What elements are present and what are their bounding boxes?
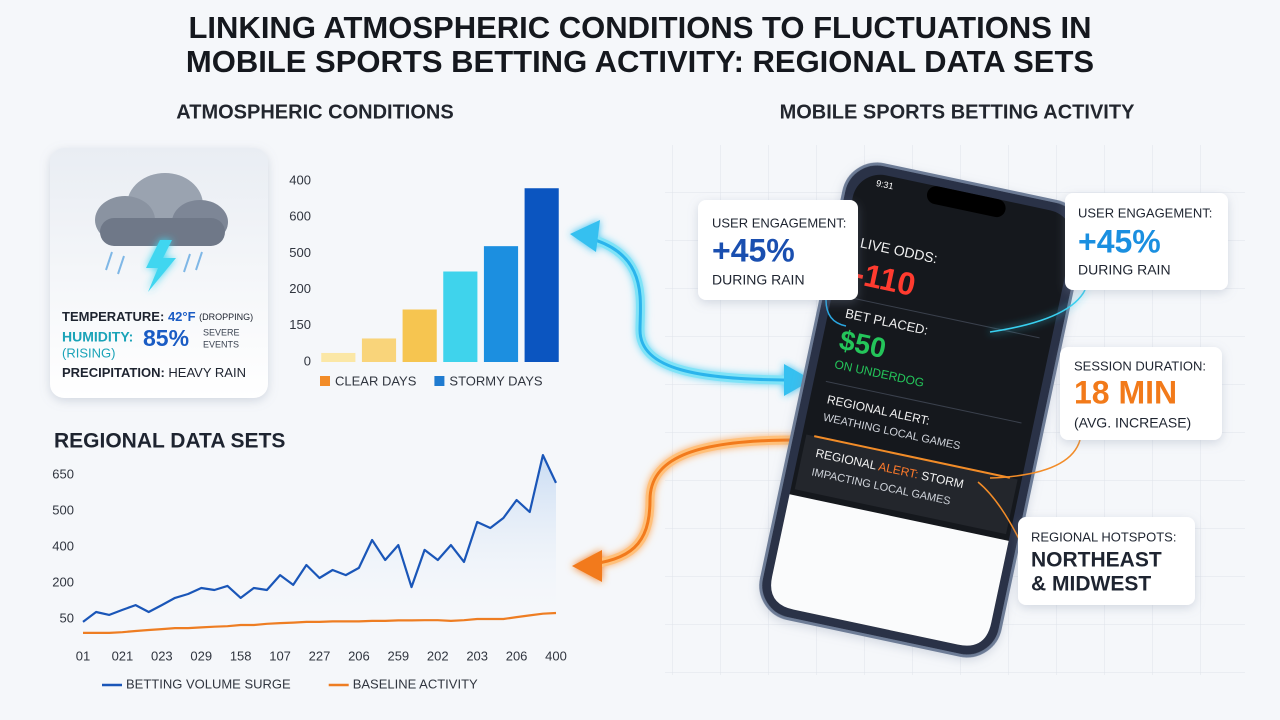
weather-line: PRECIPITATION: HEAVY RAIN	[62, 365, 246, 380]
callout-value: 18 MIN	[1074, 374, 1177, 410]
callout-label: USER ENGAGEMENT:	[712, 215, 846, 230]
callout-note: (AVG. INCREASE)	[1074, 415, 1191, 431]
screen-blank	[771, 494, 1009, 646]
storm-icon	[95, 173, 228, 292]
bar	[321, 352, 356, 362]
callout-card	[1065, 193, 1228, 290]
y-tick-label: 50	[60, 610, 74, 625]
callout-label: SESSION DURATION:	[1074, 358, 1206, 373]
section-heading: ATMOSPHERIC CONDITIONS	[176, 101, 453, 123]
chart-title: REGIONAL DATA SETS	[54, 430, 285, 453]
x-tick-label: 021	[112, 648, 134, 663]
bar	[443, 271, 478, 362]
weather-note: SEVERE	[203, 327, 240, 337]
weather-label: TEMPERATURE:	[62, 309, 164, 324]
y-tick-label: 650	[52, 466, 74, 481]
title-line: LINKING ATMOSPHERIC CONDITIONS TO FLUCTU…	[189, 10, 1092, 45]
title-line: MOBILE SPORTS BETTING ACTIVITY: REGIONAL…	[186, 44, 1094, 79]
bar	[524, 188, 559, 362]
x-tick-label: 01	[76, 648, 90, 663]
legend-label: STORMY DAYS	[449, 373, 543, 388]
callout-note: DURING RAIN	[1078, 262, 1171, 278]
callout-card	[1060, 347, 1222, 440]
weather-label: PRECIPITATION:	[62, 365, 165, 380]
y-tick-label: 500	[289, 245, 311, 260]
connector	[825, 299, 847, 327]
y-tick-label: 200	[52, 574, 74, 589]
bar	[402, 309, 437, 362]
x-tick-label: 158	[230, 648, 252, 663]
weather-value: 85%	[143, 325, 189, 351]
legend-label: BETTING VOLUME SURGE	[126, 676, 291, 691]
callout-value: +45%	[1078, 223, 1161, 259]
y-tick-label: 0	[304, 353, 311, 368]
weather-line: HUMIDITY:	[62, 329, 133, 345]
line-area	[83, 455, 556, 631]
callout-value: NORTHEAST	[1031, 549, 1162, 572]
x-tick-label: 259	[387, 648, 409, 663]
legend-swatch	[434, 376, 445, 386]
callout: USER ENGAGEMENT: +45% DURING RAIN	[698, 200, 858, 300]
callout: REGIONAL HOTSPOTS: NORTHEAST & MIDWEST	[1018, 517, 1195, 605]
x-tick-label: 206	[348, 648, 370, 663]
y-tick-label: 500	[52, 502, 74, 517]
bar	[483, 246, 519, 362]
x-tick-label: 023	[151, 648, 173, 663]
callout: USER ENGAGEMENT: +45% DURING RAIN	[1065, 193, 1228, 290]
section-heading: MOBILE SPORTS BETTING ACTIVITY	[780, 101, 1135, 123]
divider	[843, 295, 1040, 339]
x-tick-label: 227	[309, 648, 331, 663]
x-tick-label: 203	[466, 648, 488, 663]
y-tick-label: 200	[289, 281, 311, 296]
legend-label: CLEAR DAYS	[335, 373, 417, 388]
callout-label: REGIONAL HOTSPOTS:	[1031, 529, 1176, 544]
alert-accent	[813, 435, 1011, 479]
callout-card	[698, 200, 858, 300]
weather-value: 42°F	[168, 309, 196, 324]
y-tick-label: 400	[289, 172, 311, 187]
notch	[926, 186, 1006, 218]
x-tick-label: 029	[190, 648, 212, 663]
x-tick-label: 202	[427, 648, 449, 663]
callout-note: DURING RAIN	[712, 272, 805, 288]
alert-box	[794, 434, 1018, 535]
legend-label: BASELINE ACTIVITY	[353, 676, 478, 691]
weather-note: (RISING)	[62, 345, 115, 360]
charts: 0 150 200 500 600 400 CLEAR DAYS STORMY DAYS 50 2…	[52, 172, 567, 691]
y-tick-label: 600	[289, 209, 311, 224]
divider	[825, 380, 1022, 424]
legend-swatch	[320, 376, 330, 386]
weather-note: EVENTS	[203, 339, 239, 349]
bar	[361, 338, 397, 362]
callout-card	[1018, 517, 1195, 605]
status-time: 9:31	[875, 178, 894, 191]
callout: SESSION DURATION: 18 MIN (AVG. INCREASE)	[1060, 347, 1222, 440]
x-tick-label: 206	[506, 648, 528, 663]
weather-note: (DROPPING)	[199, 312, 253, 322]
callout-note: & MIDWEST	[1031, 573, 1151, 596]
line	[82, 454, 557, 623]
y-tick-label: 400	[52, 538, 74, 553]
connector	[989, 289, 1086, 333]
connector	[977, 481, 1023, 546]
orange-arrow	[572, 435, 800, 582]
callout-label: USER ENGAGEMENT:	[1078, 205, 1212, 220]
x-tick-label: 107	[269, 648, 291, 663]
line	[83, 611, 557, 634]
cyan-arrow	[570, 220, 812, 396]
x-tick-label: 400	[545, 648, 567, 663]
callout-value: +45%	[712, 232, 795, 268]
weather-line: TEMPERATURE: 42°F (DROPPING)	[62, 309, 253, 324]
weather-value: HEAVY RAIN	[168, 365, 246, 380]
y-tick-label: 150	[289, 317, 311, 332]
connector	[989, 439, 1081, 479]
